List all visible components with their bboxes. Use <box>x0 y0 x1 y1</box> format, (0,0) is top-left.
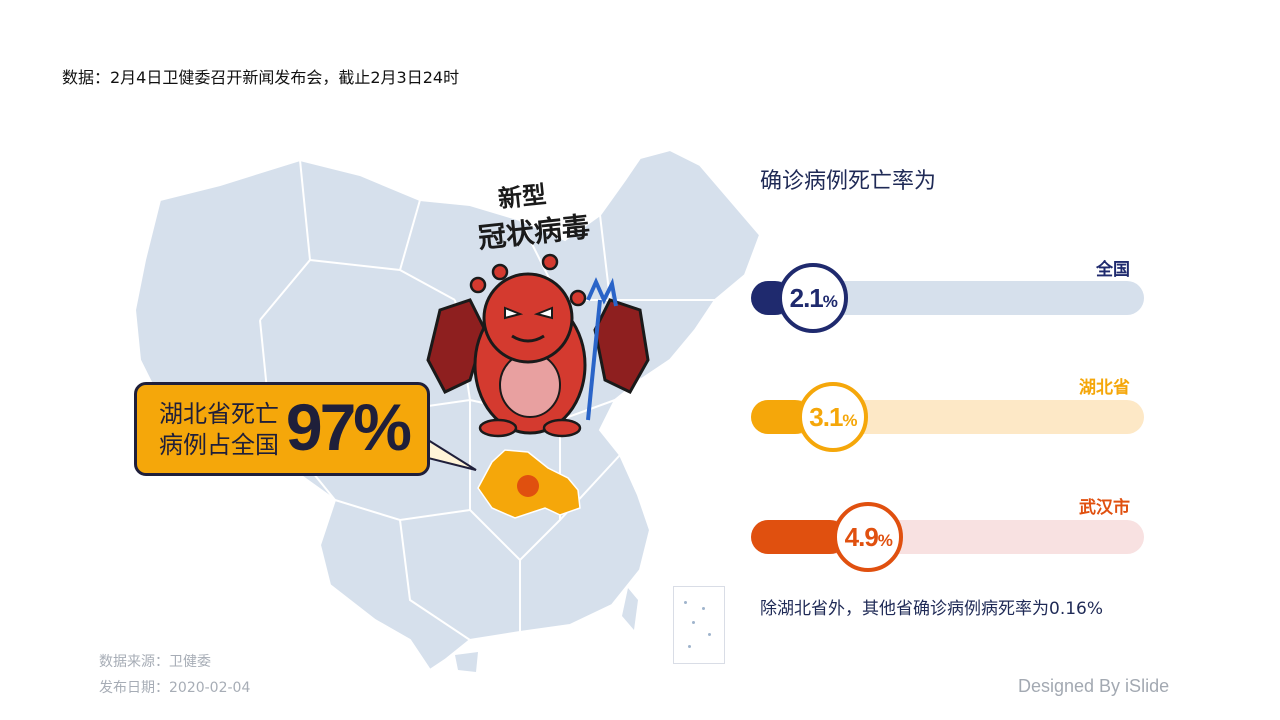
bar-category-label: 武汉市 <box>1079 498 1130 518</box>
bar-category-label: 湖北省 <box>1079 378 1130 398</box>
inset-island-dot <box>684 601 687 604</box>
data-source: 数据来源：卫健委 <box>99 654 211 670</box>
inset-island-dot <box>708 633 711 636</box>
bar-value-badge: 2.1% <box>778 263 849 333</box>
bar-value-label: 4.9 <box>844 522 879 552</box>
callout-line1: 湖北省死亡 <box>159 400 279 428</box>
publish-date: 发布日期：2020-02-04 <box>99 680 251 696</box>
inset-island-dot <box>692 621 695 624</box>
bar-value-unit: % <box>842 411 857 430</box>
chart-note: 除湖北省外，其他省确诊病例病死率为0.16% <box>760 599 1104 619</box>
wuhan-marker <box>517 475 539 497</box>
callout-percent: 97% <box>285 390 412 464</box>
data-note: 数据：2月4日卫健委召开新闻发布会，截止2月3日24时 <box>62 68 460 87</box>
chart-title: 确诊病例死亡率为 <box>760 169 937 194</box>
bar-value-unit: % <box>877 531 893 550</box>
virus-mascot <box>426 253 650 438</box>
virus-title: 新型 冠状病毒 <box>458 169 605 258</box>
inset-island-dot <box>688 645 691 648</box>
design-credit: Designed By iSlide <box>1018 676 1170 696</box>
inset-island-dot <box>702 607 705 610</box>
bar-value-badge: 3.1% <box>797 382 868 452</box>
callout-text: 湖北省死亡 病例占全国 <box>159 399 279 461</box>
bar-value-badge: 4.9% <box>833 502 904 572</box>
taiwan-island <box>622 588 638 630</box>
bar-track <box>751 520 1144 554</box>
callout-line2: 病例占全国 <box>159 431 279 459</box>
bar-value-label: 3.1 <box>809 402 843 432</box>
hainan-island <box>455 652 478 672</box>
hubei-death-callout: 湖北省死亡 病例占全国 97% <box>134 382 430 476</box>
bar-value-label: 2.1 <box>789 283 824 313</box>
bar-value-unit: % <box>822 292 838 311</box>
bar-category-label: 全国 <box>1096 260 1130 280</box>
bar-fill <box>751 520 848 554</box>
south-china-sea-inset <box>673 586 725 664</box>
